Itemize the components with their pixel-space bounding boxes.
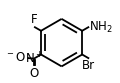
Text: N$^+$: N$^+$	[25, 51, 43, 66]
Text: Br: Br	[82, 59, 95, 72]
Text: NH$_2$: NH$_2$	[89, 20, 113, 35]
Text: $^-$O: $^-$O	[5, 51, 26, 64]
Text: O: O	[30, 67, 39, 80]
Text: F: F	[31, 13, 38, 26]
